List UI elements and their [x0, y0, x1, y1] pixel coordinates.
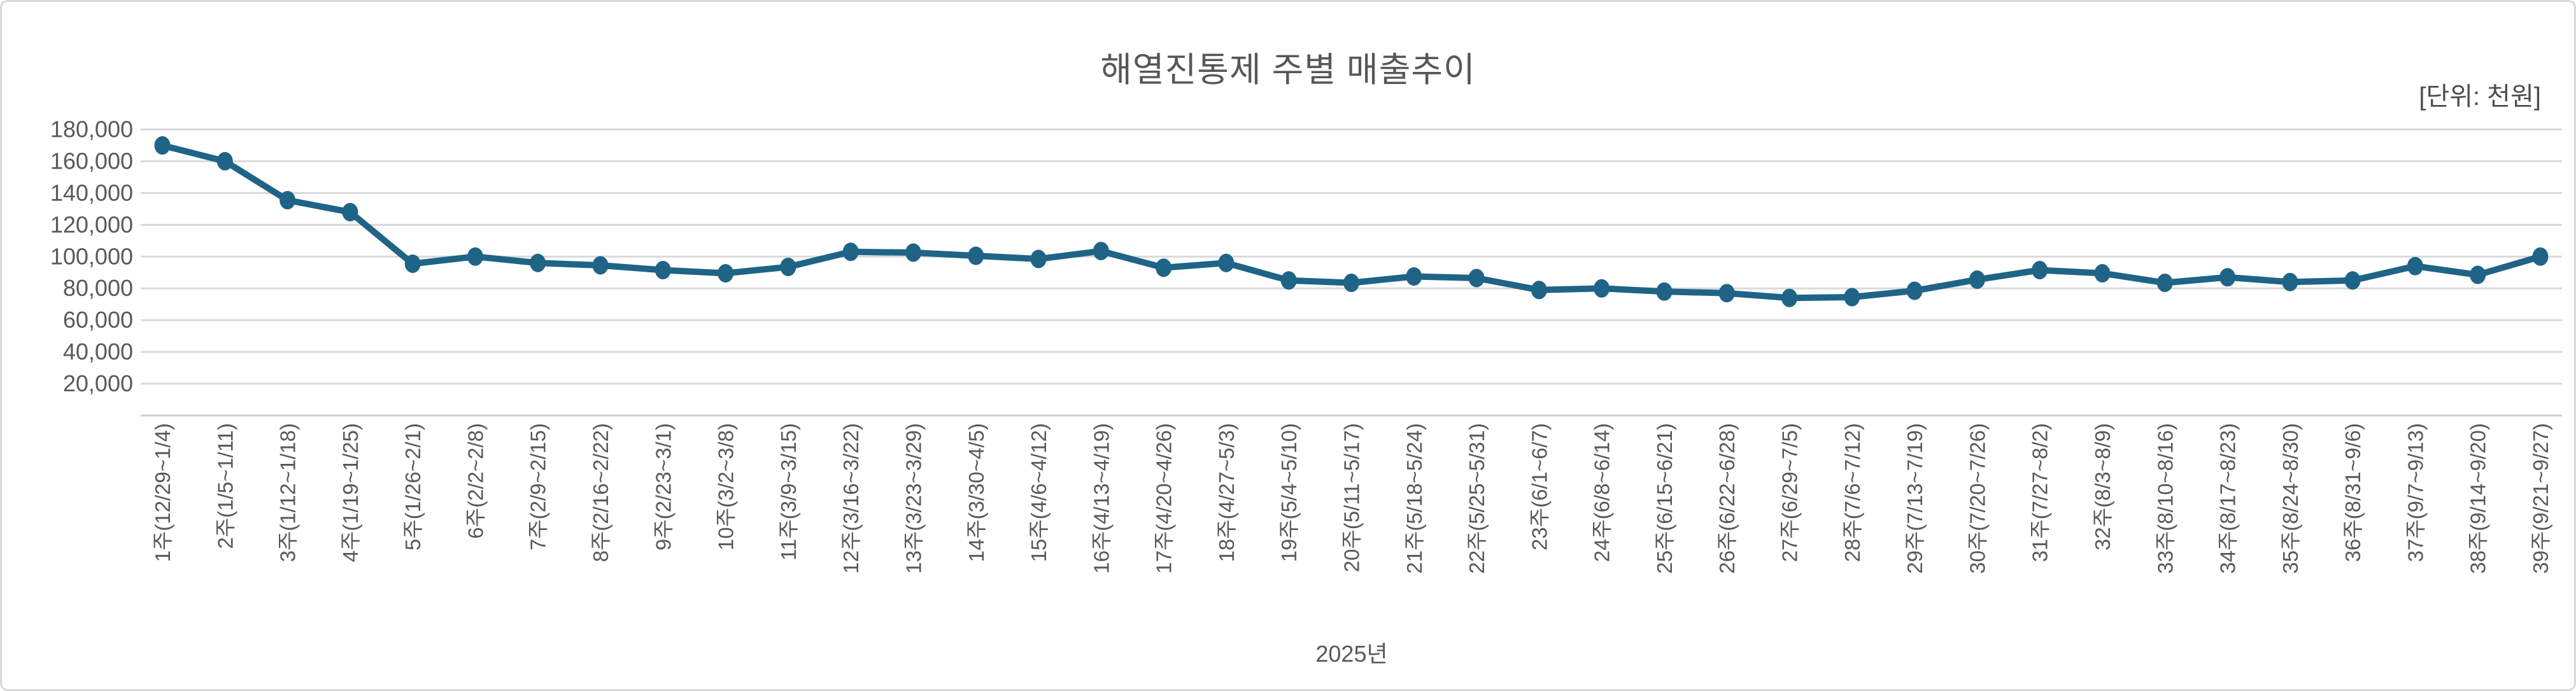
y-tick-label: 140,000 [50, 179, 133, 206]
x-tick-label: 33주(8/10~8/16) [2153, 423, 2177, 574]
x-tick-label: 2주(1/5~1/11) [213, 423, 237, 549]
data-point [1594, 279, 1610, 298]
x-tick-label: 10주(3/2~3/8) [714, 423, 738, 550]
x-tick-label: 20주(5/11~5/17) [1340, 423, 1364, 572]
data-point [1718, 284, 1735, 303]
x-tick-label: 8주(2/16~2/22) [589, 423, 612, 562]
y-tick-label: 120,000 [50, 211, 133, 237]
data-point [780, 258, 796, 277]
x-tick-label: 30주(7/20~7/26) [1965, 423, 1989, 574]
y-tick-label: 80,000 [63, 275, 133, 301]
y-tick-label: 100,000 [50, 243, 133, 269]
x-tick-label: 37주(9/7~9/13) [2403, 423, 2427, 562]
y-tick-label: 180,000 [50, 116, 133, 142]
x-tick-label: 6주(2/2~2/8) [464, 423, 487, 539]
data-point [1406, 267, 1422, 286]
data-point [530, 253, 546, 272]
x-tick-label: 3주(1/12~1/18) [276, 423, 300, 562]
data-point [1844, 288, 1860, 307]
data-point [2282, 272, 2298, 291]
y-tick-label: 160,000 [50, 148, 133, 174]
data-point [968, 246, 984, 265]
x-tick-label: 19주(5/4~5/10) [1277, 423, 1301, 562]
x-tick-label: 12주(3/16~3/22) [839, 423, 863, 574]
x-tick-label: 28주(7/6~7/12) [1841, 423, 1864, 562]
unit-label: [단위: 천원] [2419, 83, 2541, 111]
x-tick-label: 38주(9/14~9/20) [2466, 423, 2490, 574]
data-point [2219, 268, 2236, 287]
data-point [1906, 281, 1923, 300]
data-point [342, 202, 358, 221]
x-tick-label: 1주(12/29~1/4) [151, 423, 174, 562]
data-point [467, 247, 483, 266]
data-point [1218, 253, 1235, 272]
x-tick-label: 35주(8/24~8/30) [2279, 423, 2302, 574]
x-tick-label: 14주(3/30~4/5) [965, 423, 988, 562]
data-point [592, 256, 609, 275]
x-tick-label: 18주(4/27~5/3) [1215, 423, 1238, 562]
data-point [154, 136, 171, 155]
x-tick-label: 13주(3/23~3/29) [902, 423, 925, 574]
data-point [1156, 258, 1172, 277]
x-tick-label: 15주(4/6~4/12) [1027, 423, 1051, 562]
x-axis-title: 2025년 [1315, 641, 1388, 667]
data-point [1656, 282, 1673, 301]
x-tick-label: 4주(1/19~1/25) [339, 423, 362, 562]
data-point [2532, 247, 2549, 266]
x-tick-label: 25주(6/15~6/21) [1653, 423, 1676, 574]
data-point [718, 263, 734, 283]
y-tick-label: 60,000 [63, 307, 133, 333]
x-tick-label: 21주(5/18~5/24) [1403, 423, 1426, 574]
data-point [1531, 281, 1547, 300]
data-point [1093, 242, 1109, 261]
x-tick-label: 17주(4/20~4/26) [1152, 423, 1176, 574]
data-point [2032, 260, 2048, 279]
data-point [905, 243, 921, 262]
x-tick-label: 26주(6/22~6/28) [1715, 423, 1739, 574]
data-point [2407, 256, 2423, 276]
data-point [216, 151, 233, 171]
chart-title: 해열진통제 주별 매출추이 [1100, 51, 1476, 89]
x-tick-label: 16주(4/13~4/19) [1089, 423, 1113, 574]
y-tick-label: 20,000 [63, 370, 133, 396]
data-point [1781, 288, 1798, 307]
data-point [404, 255, 421, 274]
data-point [1343, 273, 1359, 292]
y-tick-label: 40,000 [63, 339, 133, 365]
x-tick-label: 11주(3/9~3/15) [777, 423, 800, 561]
x-tick-label: 24주(6/8~6/14) [1590, 423, 1614, 562]
x-tick-label: 39주(9/21~9/27) [2529, 423, 2552, 574]
x-tick-label: 5주(1/26~2/1) [401, 423, 425, 550]
x-tick-label: 23주(6/1~6/7) [1527, 423, 1551, 550]
data-point [842, 242, 859, 262]
x-tick-label: 29주(7/13~7/19) [1903, 423, 1927, 574]
data-point [2156, 273, 2173, 292]
x-tick-label: 27주(6/29~7/5) [1778, 423, 1802, 562]
data-point [280, 191, 296, 210]
x-tick-label: 31주(7/27~8/2) [2028, 423, 2052, 562]
data-point [1280, 271, 1297, 290]
data-point [655, 260, 671, 279]
data-point [1969, 270, 1985, 289]
data-point [1468, 269, 1485, 288]
data-point [2470, 265, 2486, 284]
x-tick-label: 34주(8/17~8/23) [2216, 423, 2240, 574]
data-point [2094, 263, 2111, 283]
x-tick-label: 22주(5/25~5/31) [1465, 423, 1489, 574]
data-point [2344, 271, 2361, 290]
x-tick-label: 7주(2/9~2/15) [527, 423, 550, 550]
x-tick-label: 9주(2/23~3/1) [651, 423, 675, 550]
x-tick-label: 36주(8/31~9/6) [2341, 423, 2365, 562]
data-point [1030, 249, 1047, 269]
x-tick-label: 32주(8/3~8/9) [2091, 423, 2114, 550]
